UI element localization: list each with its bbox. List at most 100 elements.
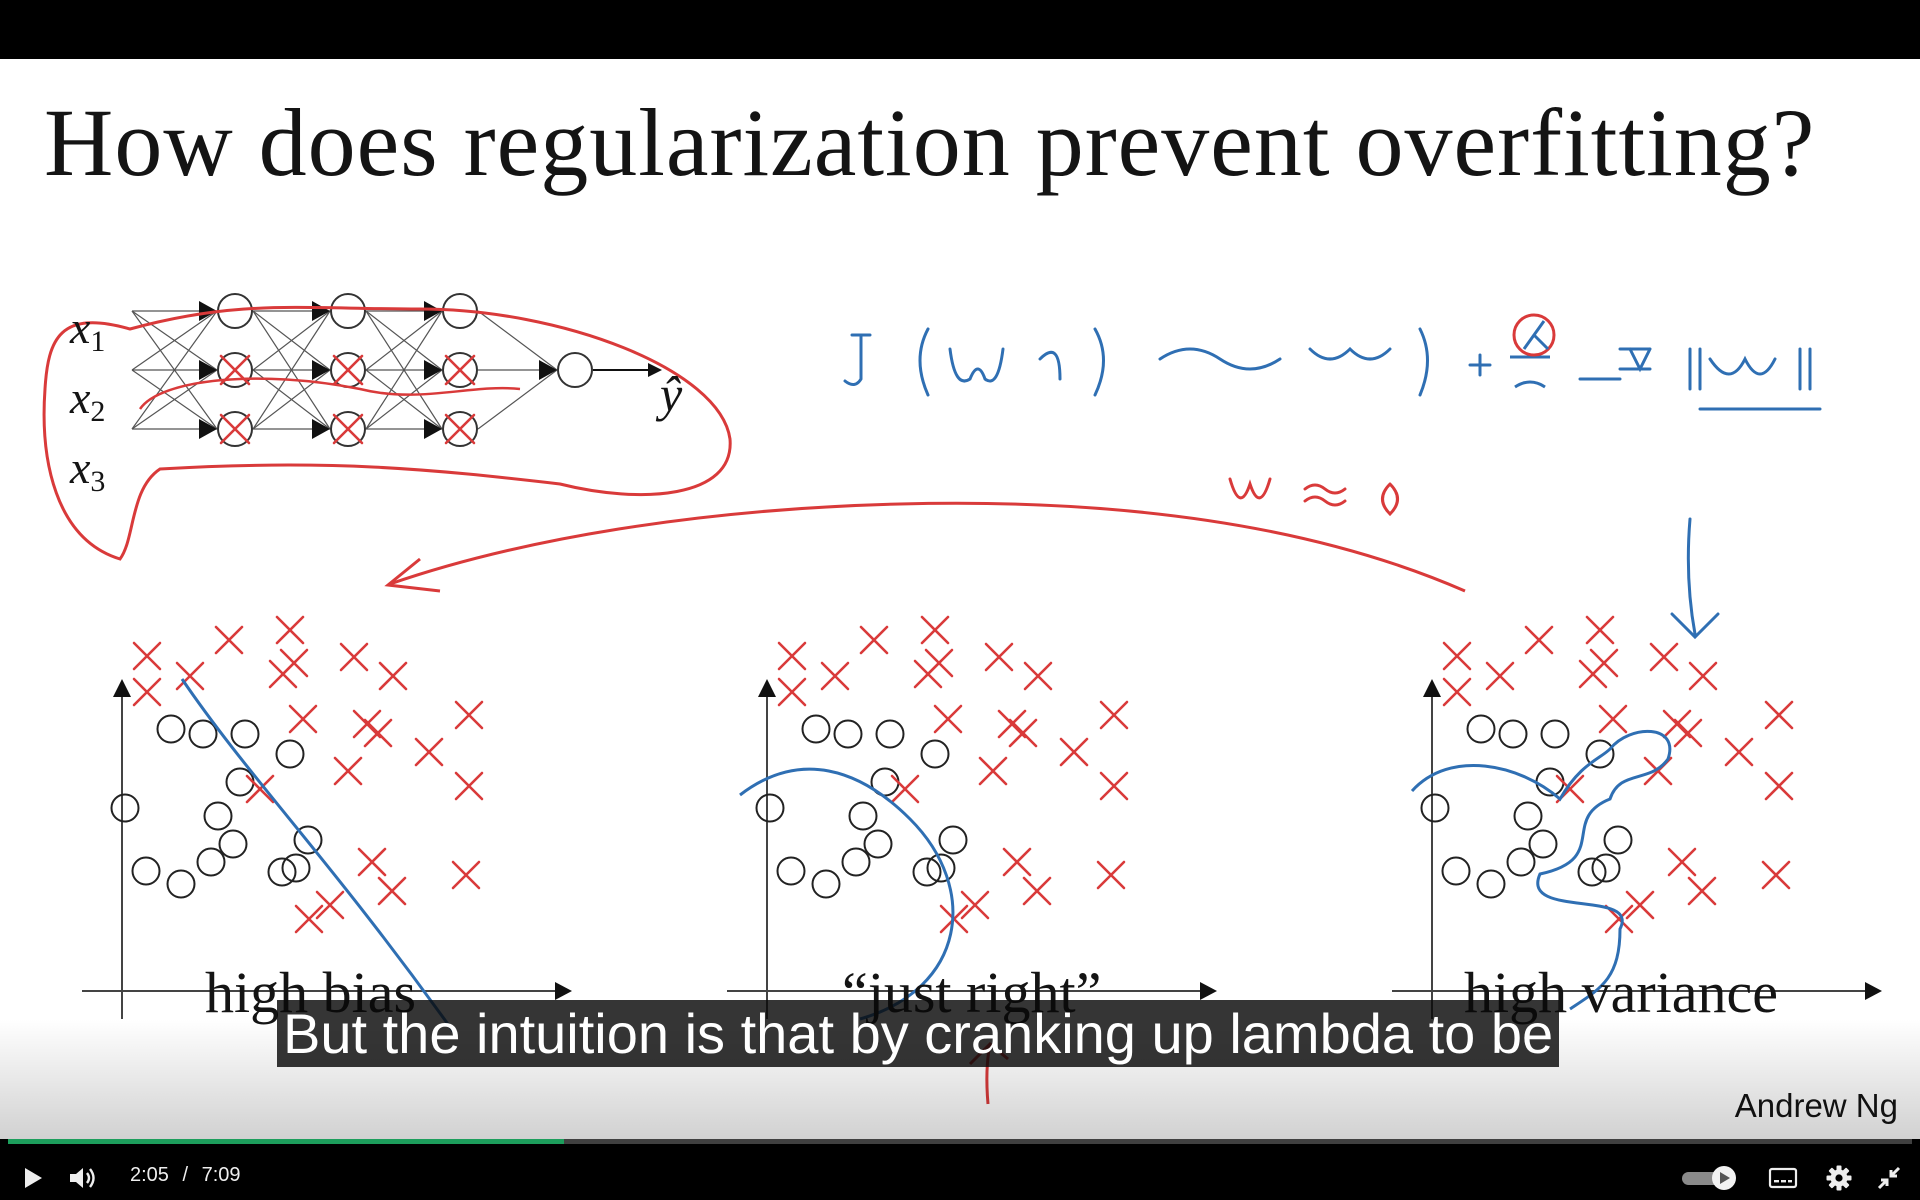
data-point-circle	[1591, 853, 1621, 883]
nn-edge	[477, 310, 558, 371]
data-point-circle	[293, 825, 323, 855]
progress-bar[interactable]	[8, 1139, 1912, 1144]
settings-button[interactable]	[1822, 1161, 1856, 1195]
data-point-circle	[166, 869, 196, 899]
data-point-cross	[859, 625, 889, 655]
data-point-circle	[110, 793, 140, 823]
nn-edge	[131, 310, 218, 371]
crossed-out-neuron-mark	[332, 413, 364, 445]
data-point-cross	[1485, 661, 1515, 691]
data-point-circle	[267, 857, 297, 887]
data-point-circle	[811, 869, 841, 899]
data-point-cross	[214, 625, 244, 655]
subtitles-icon	[1768, 1167, 1798, 1189]
plot-x-axis-arrowhead	[1865, 982, 1882, 1000]
data-point-circle	[275, 739, 305, 769]
data-point-cross	[1688, 661, 1718, 691]
exit-fullscreen-button[interactable]	[1872, 1161, 1906, 1195]
settings-icon	[1826, 1165, 1852, 1191]
data-point-circle	[225, 767, 255, 797]
data-point-cross	[1099, 771, 1129, 801]
output-arrowhead	[648, 363, 662, 377]
data-point-cross	[1724, 737, 1754, 767]
data-point-cross	[1008, 718, 1038, 748]
data-point-circle	[1603, 825, 1633, 855]
neuron-arrowhead	[312, 301, 330, 321]
plot-y-axis-arrowhead	[113, 679, 131, 697]
data-point-cross	[777, 641, 807, 671]
exit-fullscreen-icon	[1877, 1166, 1901, 1190]
just-right-boundary	[739, 767, 955, 1021]
slide: How does regularization prevent overfitt…	[0, 59, 1920, 1139]
data-point-cross	[1524, 625, 1554, 655]
crossed-out-neuron-mark	[219, 413, 251, 445]
nn-edge	[477, 369, 558, 430]
neuron-arrowhead	[424, 360, 442, 380]
autoplay-toggle[interactable]	[1680, 1161, 1744, 1195]
nn-edge	[252, 369, 331, 430]
cost-function-handwriting	[843, 327, 1105, 397]
current-time: 2:05	[130, 1164, 169, 1186]
data-point-circle	[1506, 847, 1536, 877]
data-point-circle	[1498, 719, 1528, 749]
data-point-circle	[156, 714, 186, 744]
data-point-circle	[230, 719, 260, 749]
crossed-out-neuron-mark	[444, 413, 476, 445]
data-point-cross	[339, 642, 369, 672]
neuron-arrowhead	[424, 301, 442, 321]
data-point-circle	[938, 825, 968, 855]
data-point-cross	[414, 737, 444, 767]
lambda-circle-annotation	[1512, 313, 1556, 357]
hidden-neuron	[330, 293, 366, 329]
data-point-circle	[203, 801, 233, 831]
nn-edge	[252, 310, 331, 430]
nn-edge	[131, 369, 218, 430]
data-point-cross	[454, 771, 484, 801]
data-point-cross	[1761, 860, 1791, 890]
data-point-circle	[841, 847, 871, 877]
play-button[interactable]	[16, 1161, 50, 1195]
data-point-circle	[755, 793, 785, 823]
data-point-cross	[288, 704, 318, 734]
data-point-circle	[1585, 739, 1615, 769]
data-point-cross	[175, 661, 205, 691]
data-point-cross	[890, 774, 920, 804]
volume-button[interactable]	[66, 1161, 100, 1195]
neuron-arrowhead	[199, 360, 217, 380]
data-point-circle	[131, 856, 161, 886]
data-point-cross	[1442, 677, 1472, 707]
data-point-cross	[294, 904, 324, 934]
data-point-circle	[912, 857, 942, 887]
plot-y-axis-arrowhead	[1423, 679, 1441, 697]
neuron-arrowhead	[199, 419, 217, 439]
player-controls: 2:05 / 7:09	[0, 1139, 1920, 1200]
neuron-arrowhead	[312, 419, 330, 439]
data-point-circle	[196, 847, 226, 877]
data-point-cross	[1002, 847, 1032, 877]
data-point-cross	[1022, 876, 1052, 906]
data-point-cross	[1649, 642, 1679, 672]
data-point-cross	[1096, 860, 1126, 890]
data-point-circle	[801, 714, 831, 744]
data-point-cross	[997, 709, 1027, 739]
progress-fill	[8, 1139, 564, 1144]
data-point-cross	[315, 890, 345, 920]
lambda-fraction	[1510, 355, 1550, 389]
network-inner-outline	[138, 377, 521, 410]
slide-title: How does regularization prevent overfitt…	[44, 89, 1816, 196]
data-point-circle	[218, 829, 248, 859]
data-point-cross	[777, 677, 807, 707]
data-point-cross	[378, 661, 408, 691]
data-point-cross	[1625, 890, 1655, 920]
data-point-cross	[132, 677, 162, 707]
subtitles-button[interactable]	[1766, 1161, 1800, 1195]
input-label-x3: x3	[70, 442, 106, 498]
cost-function-handwriting-2	[1158, 327, 1822, 411]
data-point-cross	[1764, 771, 1794, 801]
data-point-cross	[920, 615, 950, 645]
data-point-cross	[357, 847, 387, 877]
time-display: 2:05 / 7:09	[130, 1164, 241, 1187]
network-outline-annotation	[42, 305, 732, 561]
slide-drawing	[42, 293, 1882, 1105]
subtitle-caption: But the intuition is that by cranking up…	[277, 1000, 1560, 1067]
